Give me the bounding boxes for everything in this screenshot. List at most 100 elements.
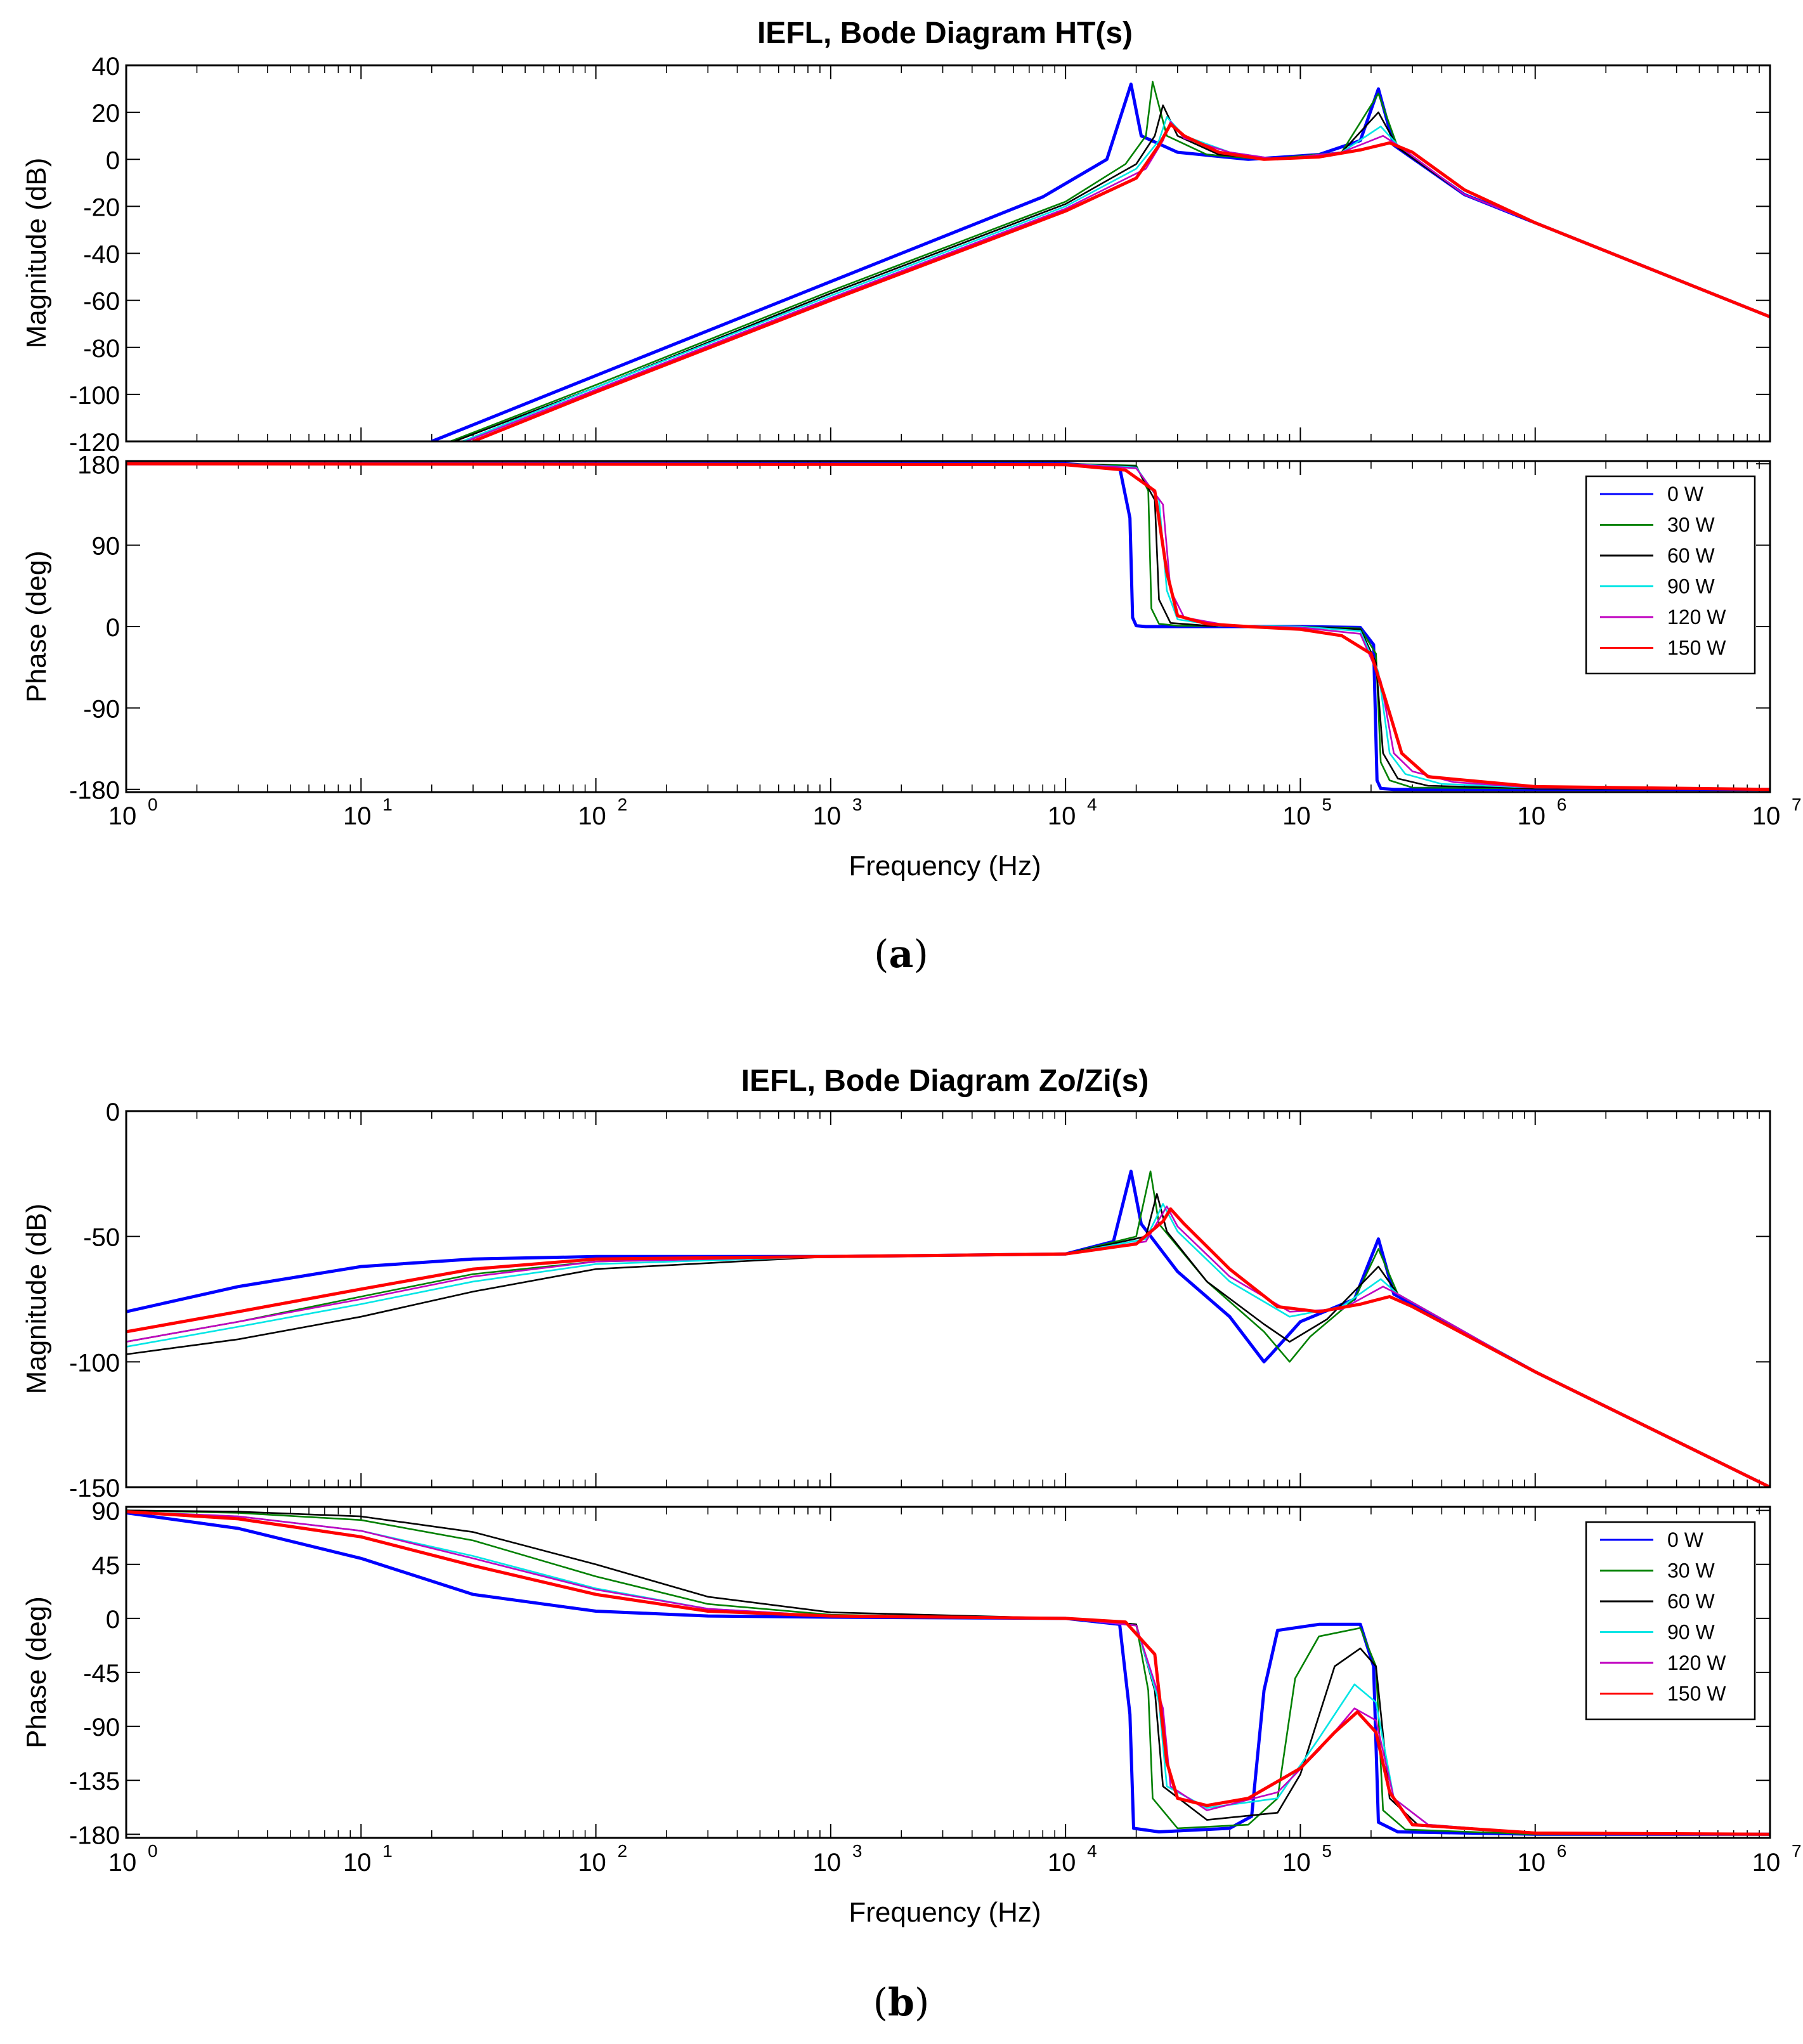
title-b: IEFL, Bode Diagram Zo/Zi(s) (741, 1064, 1149, 1098)
y-tick-label: -80 (83, 335, 120, 363)
y-tick-label: 0 (106, 146, 120, 174)
y-tick-label: 0 (106, 614, 120, 642)
x-tick-label: 10 (1048, 1849, 1076, 1877)
y-tick-label: 20 (92, 100, 120, 127)
x-tick-label: 10 (108, 802, 137, 830)
legend: 0 W 30 W 60 W 90 W 120 W 150 W (1585, 475, 1756, 675)
x-tick-label: 10 (343, 1849, 372, 1877)
y-tick-label: -120 (69, 429, 120, 457)
legend-label: 60 W (1667, 1590, 1715, 1613)
series-line-150w (126, 1207, 1770, 1487)
figure-b: IEFL, Bode Diagram Zo/Zi(s) Magnitude (d… (21, 1064, 1802, 2025)
caption-a: (a) (874, 932, 928, 977)
caption-b: (b) (873, 1981, 930, 2025)
caption-b-label: b (888, 1981, 915, 2025)
panel-a-magnitude: Magnitude (dB) 40 20 0 -20 -40 -60 -80 -100 -120 (21, 53, 1771, 457)
y-tick-label: -100 (69, 382, 120, 410)
y-tick-label: 40 (92, 53, 120, 81)
y-tick-label: -90 (83, 1714, 120, 1741)
x-tick-exponent: 7 (1792, 1841, 1802, 1861)
x-tick-exponent: 4 (1087, 795, 1097, 814)
x-tick-label: 10 (813, 1849, 842, 1877)
panel-b-phase: Phase (deg) 90 45 0 -45 -90 -135 -180 0 W 30 W 60… (21, 1498, 1771, 1849)
series-line-150w (126, 1510, 1770, 1836)
y-tick-label: -100 (69, 1349, 120, 1377)
y-tick-label: 90 (92, 533, 120, 561)
x-tick-label: 10 (1752, 1849, 1781, 1877)
y-tick-label: -135 (69, 1767, 120, 1795)
y-tick-label: -40 (83, 241, 120, 269)
xlabel-b: Frequency (Hz) (849, 1897, 1041, 1928)
x-tick-exponent: 7 (1792, 795, 1802, 814)
x-tick-exponent: 0 (148, 1841, 158, 1861)
ylabel-a-magnitude: Magnitude (dB) (21, 158, 52, 349)
x-tick-exponent: 2 (618, 1841, 628, 1861)
title-a: IEFL, Bode Diagram HT(s) (757, 16, 1133, 50)
legend-label: 150 W (1667, 1683, 1726, 1705)
panel-b-magnitude: Magnitude (dB) 0 -50 -100 -150 (21, 1098, 1771, 1502)
ylabel-b-magnitude: Magnitude (dB) (21, 1204, 52, 1395)
x-tick-label: 10 (1517, 802, 1546, 830)
caption-a-label: a (889, 932, 914, 977)
x-tick-exponent: 2 (618, 795, 628, 814)
x-tick-label: 10 (343, 802, 372, 830)
x-tick-label: 10 (578, 802, 606, 830)
y-tick-label: -60 (83, 288, 120, 316)
y-tick-label: -150 (69, 1474, 120, 1502)
series-line-60w (126, 1193, 1770, 1487)
x-tick-label: 10 (1282, 1849, 1311, 1877)
axes-b-phase (125, 1506, 1771, 1839)
y-tick-label: -45 (83, 1660, 120, 1688)
x-tick-exponent: 0 (148, 795, 158, 814)
legend-label: 30 W (1667, 1559, 1715, 1582)
legend-label: 90 W (1667, 575, 1715, 598)
axes-b-magnitude (125, 1110, 1771, 1488)
y-tick-label: 0 (106, 1606, 120, 1634)
y-tick-label: 45 (92, 1552, 120, 1580)
legend-label: 30 W (1667, 514, 1715, 537)
x-tick-exponent: 1 (382, 795, 393, 814)
legend-label: 120 W (1667, 606, 1726, 628)
series-line-0w (126, 1511, 1770, 1836)
legend-label: 60 W (1667, 544, 1715, 567)
y-tick-label: 90 (92, 1498, 120, 1526)
x-tick-label: 10 (1752, 802, 1781, 830)
panel-a-phase: Phase (deg) 180 90 0 -90 -180 0 W 30 W 60 W 90 W… (21, 451, 1771, 805)
y-tick-label: 180 (77, 451, 120, 479)
x-tick-label: 10 (108, 1849, 137, 1877)
legend-label: 150 W (1667, 637, 1726, 660)
x-tick-label: 10 (1048, 802, 1076, 830)
y-tick-label: -180 (69, 1821, 120, 1849)
x-tick-label: 10 (1517, 1849, 1546, 1877)
x-tick-label: 10 (813, 802, 842, 830)
series-line-90w (126, 1203, 1770, 1487)
x-tick-exponent: 5 (1322, 795, 1332, 814)
legend-label: 120 W (1667, 1651, 1726, 1674)
legend: 0 W 30 W 60 W 90 W 120 W 150 W (1585, 1521, 1756, 1721)
axes-a-phase (125, 460, 1771, 793)
y-tick-label: 0 (106, 1098, 120, 1126)
series-line-60w (454, 104, 1770, 441)
x-tick-exponent: 6 (1557, 795, 1567, 814)
legend-label: 0 W (1667, 483, 1704, 505)
x-tick-exponent: 1 (382, 1841, 393, 1861)
x-tick-exponent: 3 (852, 795, 862, 814)
xlabel-a: Frequency (Hz) (849, 850, 1041, 882)
x-tick-exponent: 4 (1087, 1841, 1097, 1861)
y-tick-label: -50 (83, 1224, 120, 1252)
x-tick-label: 10 (578, 1849, 606, 1877)
legend-label: 90 W (1667, 1621, 1715, 1644)
figure-a: IEFL, Bode Diagram HT(s) Magnitude (dB) … (21, 16, 1802, 977)
series-line-120w (126, 1205, 1770, 1487)
ylabel-a-phase: Phase (deg) (21, 550, 52, 703)
x-tick-exponent: 3 (852, 1841, 862, 1861)
series-line-150w (472, 122, 1770, 441)
ylabel-b-phase: Phase (deg) (21, 1596, 52, 1748)
y-tick-label: -90 (83, 695, 120, 723)
x-tick-label: 10 (1282, 802, 1311, 830)
series-line-150w (126, 462, 1770, 791)
y-tick-label: -20 (83, 193, 120, 221)
x-tick-exponent: 5 (1322, 1841, 1332, 1861)
legend-label: 0 W (1667, 1528, 1704, 1551)
